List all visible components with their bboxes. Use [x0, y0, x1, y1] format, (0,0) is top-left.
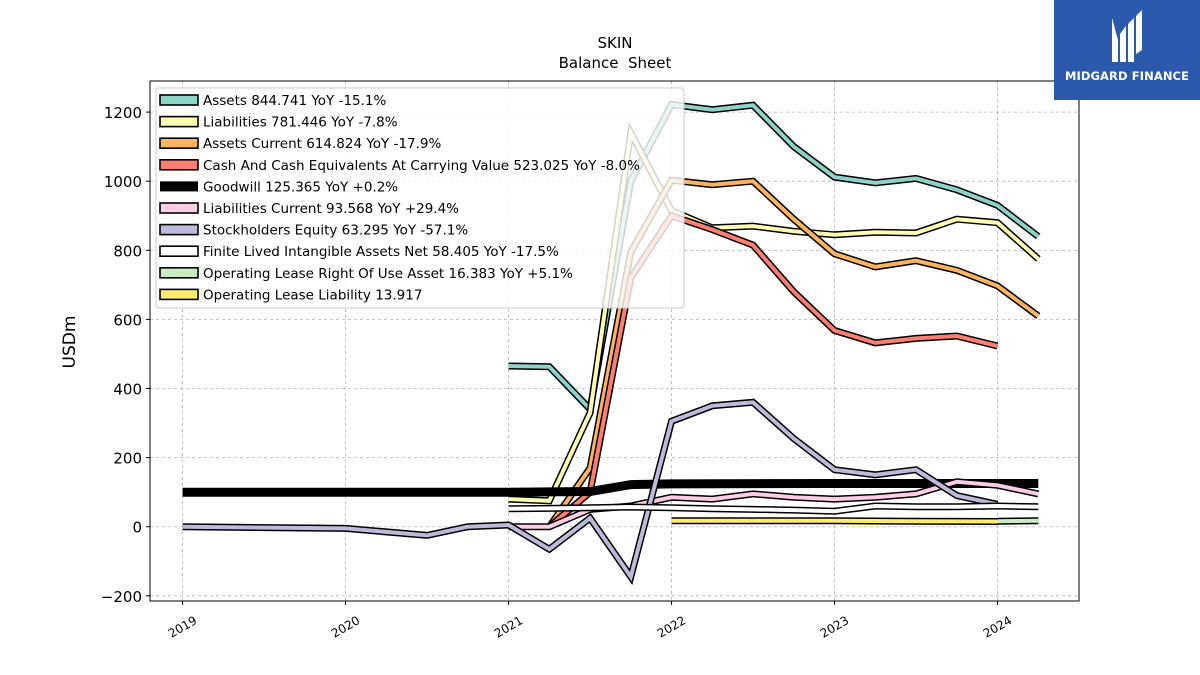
y-tick-label: 400 — [113, 381, 142, 399]
series-9 — [671, 517, 998, 525]
series-3 — [547, 211, 999, 530]
legend-swatch — [159, 94, 199, 106]
y-tick-label: 1200 — [104, 104, 142, 122]
legend-swatch — [159, 288, 199, 301]
legend-label: Goodwill 125.365 YoY +0.2% — [203, 179, 398, 195]
series-line — [182, 400, 998, 582]
plot-frame — [149, 80, 1080, 602]
x-tick-label: 2022 — [655, 613, 688, 640]
y-tick-label: 0 — [132, 519, 142, 537]
legend-label: Assets Current 614.824 YoY -17.9% — [203, 136, 442, 152]
y-tick-label: 200 — [113, 450, 142, 468]
y-tick-label: 600 — [113, 311, 142, 329]
legend-label: Liabilities 781.446 YoY -7.8% — [203, 115, 398, 131]
legend-swatch — [159, 245, 199, 257]
legend-label: Finite Lived Intangible Assets Net 58.40… — [203, 244, 559, 260]
series-7 — [508, 502, 1039, 515]
series-line — [548, 213, 998, 529]
series-line — [508, 126, 1040, 503]
x-tick-label: 2019 — [166, 613, 199, 640]
chart-subtitle: Balance Sheet — [559, 54, 672, 72]
legend-swatch — [159, 115, 199, 128]
legend: Assets 844.741 YoY -15.1% Liabilities 781… — [155, 87, 685, 309]
legend-swatch — [160, 181, 198, 192]
y-tick-label: 800 — [113, 242, 142, 260]
series-layer — [182, 100, 1041, 586]
chart-title: SKIN — [597, 34, 632, 52]
legend-label: Liabilities Current 93.568 YoY +29.4% — [203, 201, 459, 217]
brand-logo: MIDGARD FINANCE — [1054, 0, 1200, 100]
legend-swatch — [159, 202, 199, 214]
x-tick-label: 2024 — [981, 613, 1014, 640]
legend-label: Cash And Cash Equivalents At Carrying Va… — [203, 158, 640, 174]
y-tick-label: 1000 — [104, 173, 142, 191]
legend-label: Operating Lease Liability 13.917 — [203, 287, 422, 303]
legend-swatch — [159, 137, 199, 149]
series-line — [508, 503, 1039, 514]
legend-swatch — [159, 223, 199, 236]
midgard-logo-icon — [1112, 10, 1142, 62]
legend-label: Assets 844.741 YoY -15.1% — [203, 93, 387, 109]
series-6 — [182, 398, 999, 586]
legend-label: Operating Lease Right Of Use Asset 16.38… — [203, 266, 573, 282]
x-tick-label: 2021 — [492, 613, 525, 640]
series-1 — [508, 121, 1041, 505]
legend-swatch — [159, 266, 199, 279]
x-tick-label: 2023 — [818, 613, 851, 640]
series-line — [671, 518, 998, 524]
legend-label: Stockholders Equity 63.295 YoY -57.1% — [203, 223, 468, 239]
y-tick-label: −200 — [101, 588, 142, 606]
x-tick-label: 2020 — [329, 613, 362, 640]
y-axis-label: USDm — [60, 316, 80, 369]
legend-box — [155, 87, 685, 309]
legend-swatch — [159, 159, 199, 171]
brand-name: MIDGARD FINANCE — [1064, 69, 1190, 83]
